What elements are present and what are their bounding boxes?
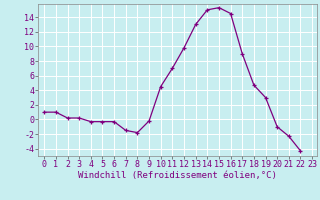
X-axis label: Windchill (Refroidissement éolien,°C): Windchill (Refroidissement éolien,°C) (78, 171, 277, 180)
